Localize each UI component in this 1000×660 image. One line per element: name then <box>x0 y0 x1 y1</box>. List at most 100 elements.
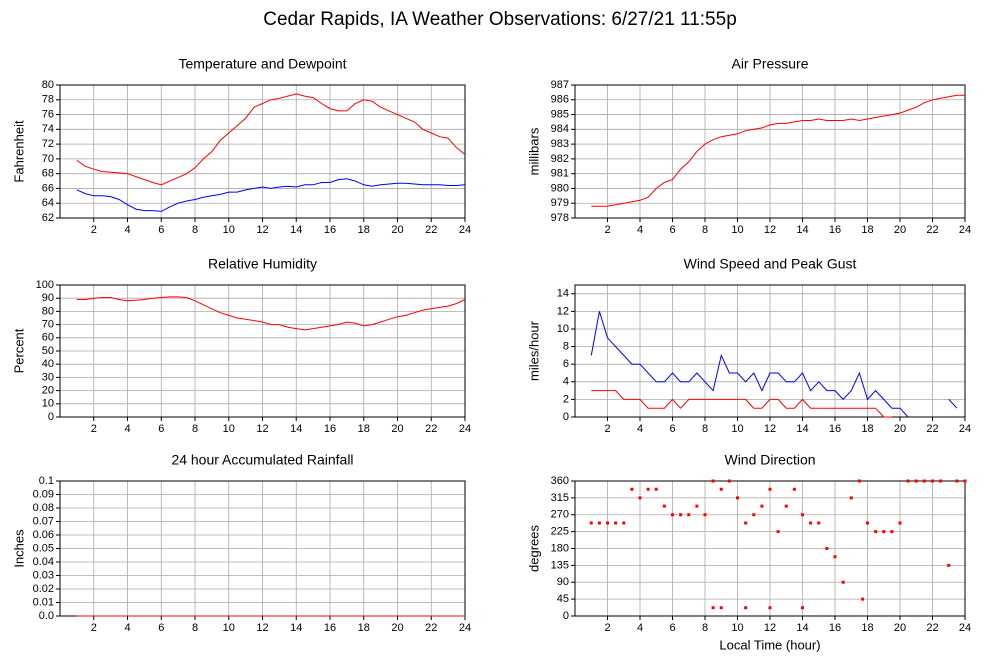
y-tick-label: 0.03 <box>33 569 54 581</box>
data-point <box>922 479 926 483</box>
x-tick-label: 24 <box>459 224 471 236</box>
y-tick-label: 0.09 <box>33 488 54 500</box>
panel-title: Wind Direction <box>724 452 815 468</box>
plot-frame <box>59 84 466 219</box>
x-tick-label: 10 <box>731 423 743 435</box>
data-point <box>760 504 764 508</box>
y-tick-label: 70 <box>42 153 54 165</box>
x-tick-label: 22 <box>926 622 938 634</box>
y-tick-label: 76 <box>42 108 54 120</box>
y-axis-label: miles/hour <box>526 320 541 381</box>
data-point <box>695 504 699 508</box>
x-tick-label: 14 <box>290 622 302 634</box>
x-tick-label: 14 <box>290 224 302 236</box>
data-line <box>591 94 965 207</box>
x-tick-label: 6 <box>158 423 164 435</box>
data-point <box>597 521 601 525</box>
y-tick-label: 12 <box>557 305 569 317</box>
panel-title: Temperature and Dewpoint <box>178 56 346 72</box>
x-tick-label: 20 <box>894 423 906 435</box>
data-point <box>719 606 723 610</box>
y-axis-label: Inches <box>11 529 26 568</box>
y-tick-label: 0.08 <box>33 502 54 514</box>
data-point <box>849 496 853 500</box>
x-tick-label: 12 <box>256 224 268 236</box>
x-tick-label: 8 <box>702 423 708 435</box>
y-tick-label: 6 <box>563 358 569 370</box>
x-tick-label: 14 <box>796 423 808 435</box>
data-point <box>671 513 674 517</box>
x-tick-label: 12 <box>256 622 268 634</box>
x-tick-label: 12 <box>764 622 776 634</box>
x-tick-label: 18 <box>861 622 873 634</box>
plot-frame <box>574 480 966 617</box>
y-tick-label: 0 <box>563 411 569 423</box>
y-tick-label: 64 <box>42 197 54 209</box>
data-point <box>801 513 804 517</box>
data-line <box>591 390 892 418</box>
data-point <box>727 479 731 483</box>
data-point <box>963 479 967 483</box>
x-tick-label: 6 <box>669 423 675 435</box>
y-tick-label: 10 <box>42 398 54 410</box>
x-tick-label: 8 <box>702 622 708 634</box>
y-tick-label: 90 <box>42 292 54 304</box>
y-axis-label: degrees <box>526 525 541 572</box>
y-tick-label: 30 <box>42 371 54 383</box>
x-tick-label: 8 <box>192 622 198 634</box>
data-point <box>630 487 634 491</box>
data-point <box>906 479 910 483</box>
x-tick-label: 6 <box>158 622 164 634</box>
y-tick-label: 90 <box>557 576 569 588</box>
data-point <box>679 513 683 517</box>
x-tick-label: 22 <box>926 423 938 435</box>
data-point <box>606 521 609 525</box>
y-tick-label: 50 <box>42 345 54 357</box>
y-tick-label: 80 <box>42 79 54 91</box>
x-tick-label: 10 <box>223 423 235 435</box>
x-tick-label: 4 <box>637 622 643 634</box>
y-tick-label: 135 <box>551 559 569 571</box>
data-point <box>866 521 869 525</box>
data-point <box>622 521 626 525</box>
x-tick-label: 4 <box>124 224 130 236</box>
y-tick-label: 66 <box>42 182 54 194</box>
x-tick-label: 12 <box>764 423 776 435</box>
data-point <box>711 606 715 610</box>
x-tick-label: 22 <box>425 423 437 435</box>
x-tick-label: 24 <box>959 224 971 236</box>
data-point <box>736 496 739 500</box>
data-point <box>654 487 658 491</box>
panel-title: Wind Speed and Peak Gust <box>684 256 857 272</box>
y-tick-label: 0.07 <box>33 515 54 527</box>
data-point <box>711 479 715 483</box>
x-axis-label: Local Time (hour) <box>719 637 820 652</box>
x-tick-label: 16 <box>324 423 336 435</box>
data-point <box>898 521 902 525</box>
x-tick-label: 24 <box>459 423 471 435</box>
data-line <box>76 178 466 212</box>
x-tick-label: 20 <box>391 423 403 435</box>
data-point <box>817 521 821 525</box>
y-tick-label: 180 <box>551 542 569 554</box>
x-tick-label: 22 <box>425 622 437 634</box>
y-tick-label: 981 <box>551 168 569 180</box>
y-tick-label: 986 <box>551 94 569 106</box>
y-tick-label: 987 <box>551 79 569 91</box>
y-tick-label: 68 <box>42 168 54 180</box>
x-tick-label: 2 <box>604 224 610 236</box>
data-point <box>744 521 748 525</box>
x-tick-label: 16 <box>324 224 336 236</box>
x-tick-label: 2 <box>91 423 97 435</box>
y-tick-label: 978 <box>551 212 569 224</box>
x-tick-label: 12 <box>256 423 268 435</box>
data-point <box>801 606 804 610</box>
y-tick-label: 60 <box>42 332 54 344</box>
data-point <box>752 513 756 517</box>
x-tick-label: 20 <box>391 622 403 634</box>
x-tick-label: 22 <box>425 224 437 236</box>
data-point <box>703 513 707 517</box>
plot-frame <box>574 284 966 418</box>
data-point <box>947 563 951 567</box>
y-tick-label: 0.01 <box>33 596 54 608</box>
